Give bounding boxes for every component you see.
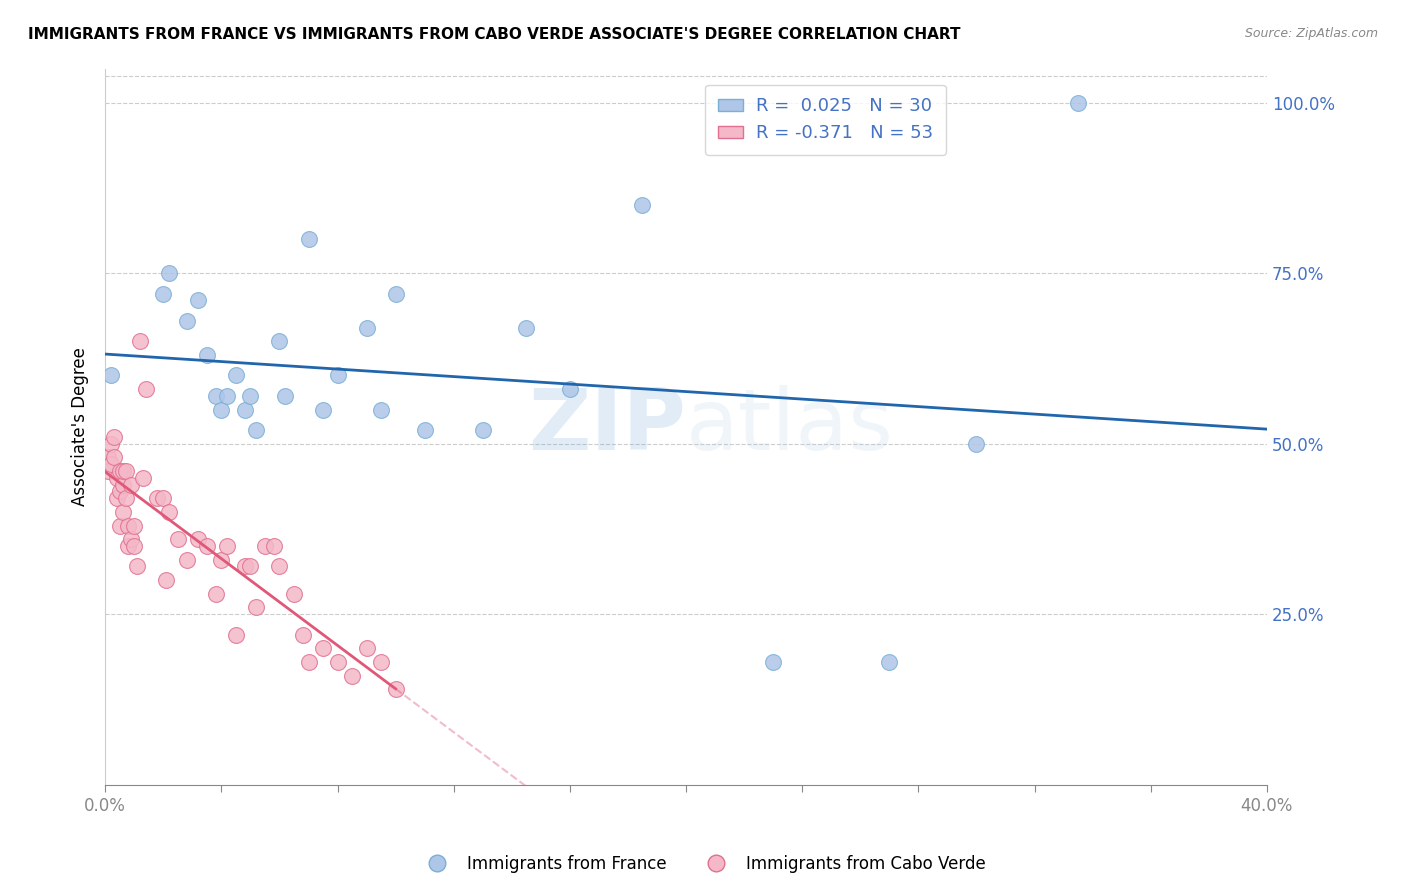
Point — [297, 232, 319, 246]
Point — [146, 491, 169, 506]
Point — [176, 314, 198, 328]
Point — [225, 368, 247, 383]
Text: Source: ZipAtlas.com: Source: ZipAtlas.com — [1244, 27, 1378, 40]
Legend: R =  0.025   N = 30, R = -0.371   N = 53: R = 0.025 N = 30, R = -0.371 N = 53 — [706, 85, 946, 155]
Point — [312, 402, 335, 417]
Point — [195, 348, 218, 362]
Point — [217, 389, 239, 403]
Point — [204, 587, 226, 601]
Point — [108, 518, 131, 533]
Point — [127, 559, 149, 574]
Point — [105, 491, 128, 506]
Point — [122, 518, 145, 533]
Point — [370, 655, 392, 669]
Point — [209, 402, 232, 417]
Point — [515, 320, 537, 334]
Point — [297, 655, 319, 669]
Point — [152, 491, 174, 506]
Point — [100, 457, 122, 471]
Point — [225, 628, 247, 642]
Point — [166, 532, 188, 546]
Point — [97, 464, 120, 478]
Point — [471, 423, 494, 437]
Point — [370, 402, 392, 417]
Point — [120, 532, 142, 546]
Point — [114, 491, 136, 506]
Point — [356, 641, 378, 656]
Text: atlas: atlas — [686, 385, 894, 468]
Text: ZIP: ZIP — [529, 385, 686, 468]
Point — [631, 198, 654, 212]
Point — [269, 559, 291, 574]
Point — [114, 464, 136, 478]
Point — [176, 552, 198, 566]
Point — [108, 464, 131, 478]
Point — [111, 464, 134, 478]
Point — [195, 539, 218, 553]
Point — [413, 423, 436, 437]
Point — [105, 471, 128, 485]
Point — [245, 600, 267, 615]
Point — [117, 518, 139, 533]
Point — [239, 559, 262, 574]
Point — [233, 559, 256, 574]
Point — [117, 539, 139, 553]
Point — [209, 552, 232, 566]
Point — [152, 286, 174, 301]
Point — [103, 430, 125, 444]
Point — [217, 539, 239, 553]
Point — [291, 628, 314, 642]
Point — [326, 368, 349, 383]
Y-axis label: Associate's Degree: Associate's Degree — [72, 347, 89, 506]
Legend: Immigrants from France, Immigrants from Cabo Verde: Immigrants from France, Immigrants from … — [413, 848, 993, 880]
Point — [157, 505, 180, 519]
Point — [1067, 95, 1090, 110]
Point — [129, 334, 152, 349]
Point — [187, 293, 209, 308]
Point — [155, 573, 177, 587]
Point — [120, 477, 142, 491]
Point — [879, 655, 901, 669]
Point — [111, 477, 134, 491]
Point — [269, 334, 291, 349]
Point — [263, 539, 285, 553]
Point — [100, 436, 122, 450]
Point — [966, 436, 988, 450]
Point — [111, 505, 134, 519]
Point — [100, 368, 122, 383]
Point — [204, 389, 226, 403]
Point — [326, 655, 349, 669]
Point — [108, 484, 131, 499]
Point — [253, 539, 276, 553]
Point — [103, 450, 125, 465]
Point — [274, 389, 297, 403]
Point — [558, 382, 581, 396]
Point — [97, 450, 120, 465]
Point — [312, 641, 335, 656]
Point — [340, 668, 363, 682]
Point — [239, 389, 262, 403]
Point — [122, 539, 145, 553]
Text: IMMIGRANTS FROM FRANCE VS IMMIGRANTS FROM CABO VERDE ASSOCIATE'S DEGREE CORRELAT: IMMIGRANTS FROM FRANCE VS IMMIGRANTS FRO… — [28, 27, 960, 42]
Point — [283, 587, 305, 601]
Point — [233, 402, 256, 417]
Point — [187, 532, 209, 546]
Point — [245, 423, 267, 437]
Point — [157, 266, 180, 280]
Point — [762, 655, 785, 669]
Point — [135, 382, 157, 396]
Point — [132, 471, 155, 485]
Point — [384, 682, 406, 697]
Point — [384, 286, 406, 301]
Point — [356, 320, 378, 334]
